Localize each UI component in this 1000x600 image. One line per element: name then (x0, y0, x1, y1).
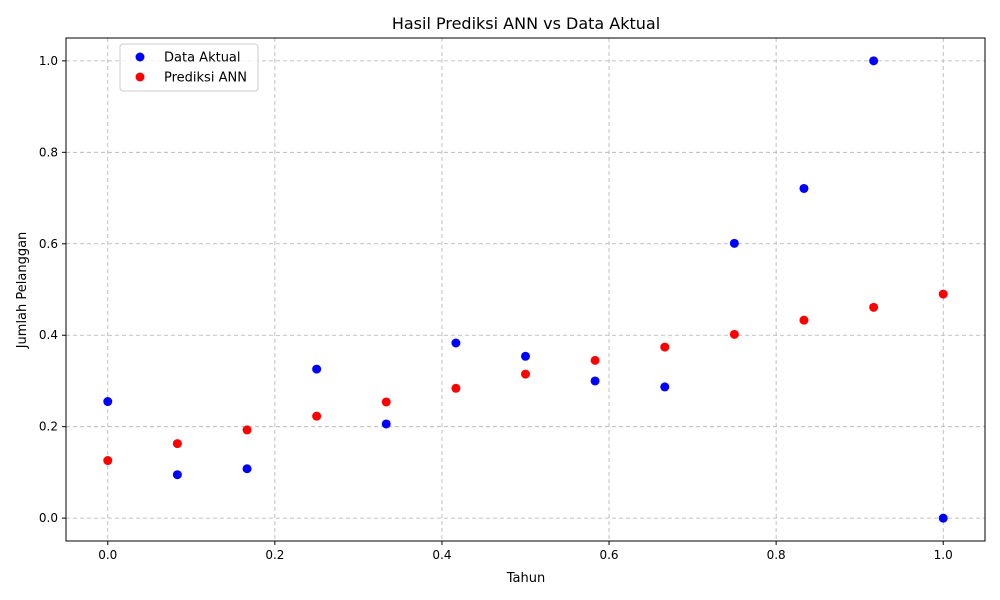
legend-label: Data Aktual (164, 51, 241, 66)
y-tick-label: 0.2 (39, 420, 58, 434)
y-tick-label: 0.4 (39, 328, 58, 342)
y-tick-label: 0.6 (39, 237, 58, 251)
data-point (729, 238, 739, 248)
y-tick-label: 1.0 (39, 54, 58, 68)
data-point (312, 411, 322, 421)
data-point (381, 419, 391, 429)
series-prediksi-ann (103, 289, 948, 466)
x-tick-label: 1.0 (934, 548, 953, 562)
data-point (799, 315, 809, 325)
data-point (799, 183, 809, 193)
grid (66, 38, 985, 541)
y-tick-label: 0.8 (39, 145, 58, 159)
legend-label: Prediksi ANN (164, 71, 247, 86)
axis-ticks: 0.0 0.2 0.4 0.6 0.8 1.0 0.0 0.2 0.4 0.6 0.8 1.0 (39, 54, 953, 562)
data-point (172, 439, 182, 449)
x-tick-label: 0.6 (599, 548, 618, 562)
y-axis-label: Jumlah Pelanggan (15, 232, 30, 350)
x-axis-label: Tahun (506, 571, 545, 586)
legend-marker (135, 52, 145, 62)
series-data-aktual (103, 56, 948, 523)
data-point (729, 329, 739, 339)
data-point (938, 513, 948, 523)
data-point (590, 376, 600, 386)
data-point (660, 382, 670, 392)
data-point (451, 383, 461, 393)
plot-frame (65, 37, 986, 542)
x-tick-label: 0.2 (265, 548, 284, 562)
data-point (312, 364, 322, 374)
x-tick-label: 0.4 (432, 548, 451, 562)
x-tick-label: 0.8 (767, 548, 786, 562)
data-point (590, 355, 600, 365)
data-point (521, 369, 530, 379)
chart-title: Hasil Prediksi ANN vs Data Aktual (392, 14, 660, 33)
data-point (451, 338, 461, 348)
y-tick-label: 0.0 (39, 511, 58, 525)
legend-marker (135, 72, 145, 82)
data-point (869, 56, 879, 66)
data-point (172, 470, 182, 480)
data-point (242, 464, 252, 474)
data-point (103, 397, 113, 407)
legend: Data Aktual Prediksi ANN (119, 43, 259, 92)
data-point (242, 425, 252, 435)
data-point (521, 351, 530, 361)
data-point (869, 302, 879, 312)
data-point (381, 397, 391, 407)
x-tick-label: 0.0 (98, 548, 117, 562)
data-points (103, 56, 948, 523)
legend-box (119, 43, 259, 92)
data-point (938, 289, 948, 299)
data-point (660, 342, 670, 352)
data-point (103, 456, 113, 466)
